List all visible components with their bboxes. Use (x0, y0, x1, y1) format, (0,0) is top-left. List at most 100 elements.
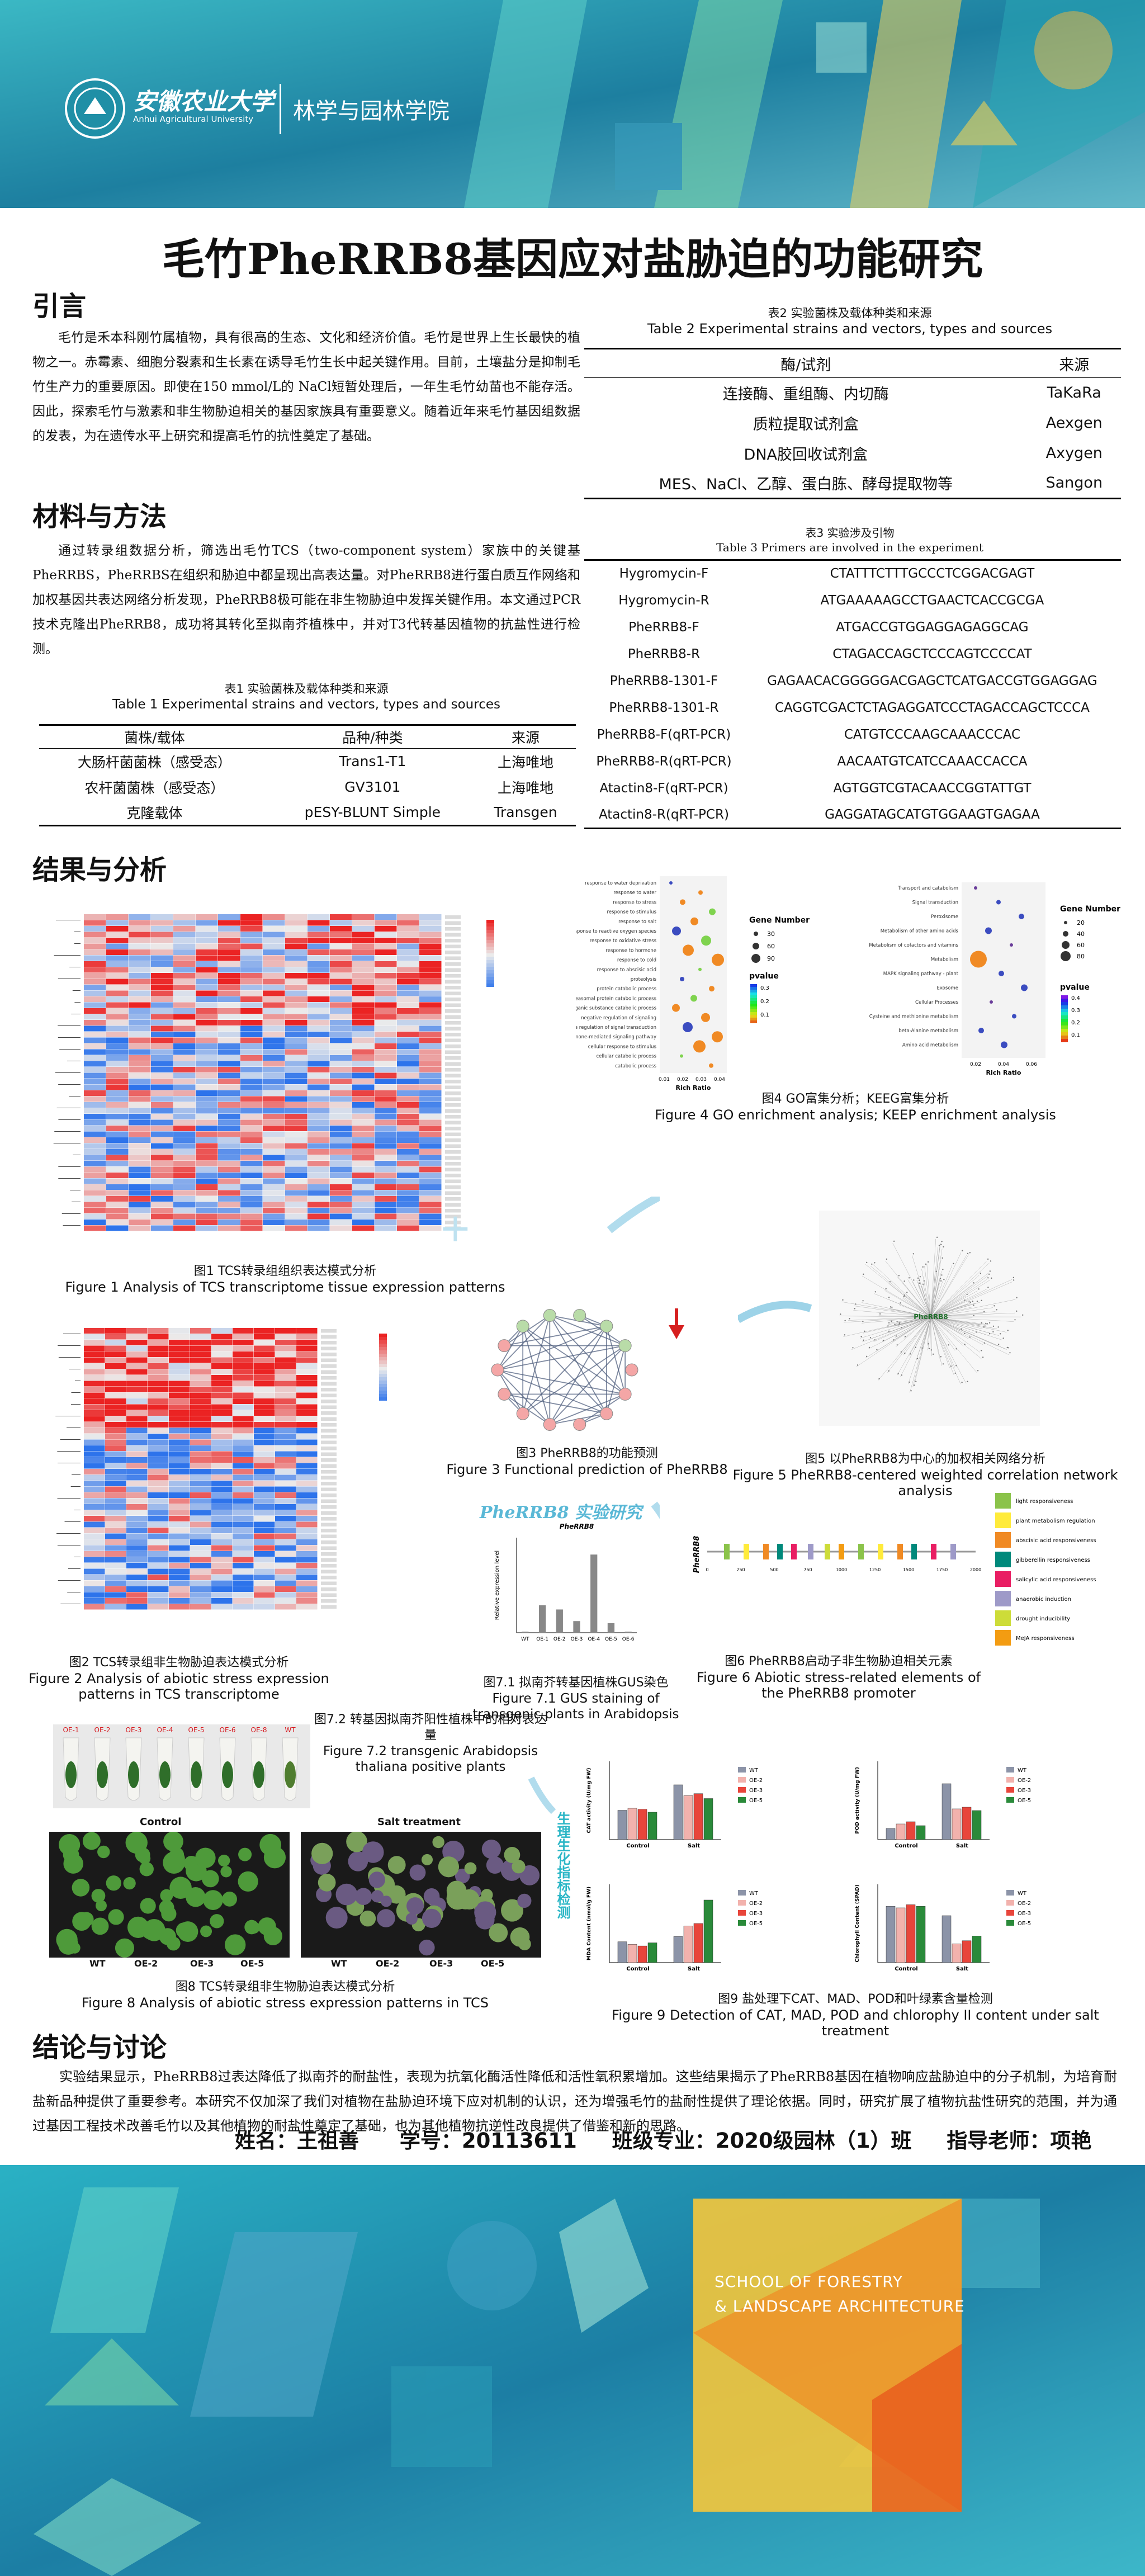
network-node (498, 1339, 511, 1353)
heatmap-cell (190, 1580, 211, 1586)
heatmap-cell (218, 1102, 240, 1108)
heatmap-cell (285, 914, 307, 920)
network-node: • (895, 1334, 897, 1339)
color-scale-step (486, 940, 494, 943)
legend-label: gibberellin responsiveness (1016, 1557, 1090, 1563)
heatmap-cell (169, 1410, 190, 1416)
heatmap-cell (419, 1213, 442, 1220)
heatmap-cell (105, 1422, 126, 1428)
heatmap-cell (169, 1498, 190, 1504)
heatmap-cell (275, 1381, 296, 1387)
color-scale-step (486, 943, 494, 947)
row-label-mark (445, 1168, 461, 1171)
row-label-mark (445, 1068, 461, 1072)
heatmap-cell (352, 1032, 375, 1037)
table3-cell: CTAGACCAGCTCCCAGTCCCCAT (832, 646, 1032, 661)
heatmap-cell (296, 1469, 318, 1474)
seedling (97, 1761, 108, 1788)
kegg-term-label: Amino acid metabolism (902, 1043, 958, 1048)
heatmap-cell (285, 1184, 307, 1190)
heatmap-cell (263, 1137, 285, 1143)
heatmap-cell (352, 1213, 375, 1220)
heatmap-cell (190, 1340, 211, 1345)
heatmap-cell (190, 1528, 211, 1533)
heatmap-cell (240, 990, 263, 996)
heatmap-cell (352, 914, 375, 920)
plant-rosette (422, 1908, 442, 1928)
heatmap-cell (173, 1014, 196, 1020)
heatmap-cell (126, 1392, 148, 1398)
heatmap-cell (263, 1014, 285, 1020)
heatmap-cell (218, 1161, 240, 1166)
table3-cell: GAGGATAGCATGTGGAAGTGAGAA (825, 807, 1040, 822)
heatmap-cell (106, 1149, 129, 1155)
table3: Hygromycin-F CTATTTCTTTGCCCTCGGACGAGT Hyg… (584, 559, 1121, 829)
heatmap-cell (105, 1516, 126, 1521)
heatmap-cell (106, 943, 129, 949)
heatmap-cell (397, 1178, 419, 1184)
heatmap-cell (196, 1137, 218, 1143)
heatmap-cell (254, 1604, 275, 1610)
heatmap-cell (352, 1173, 375, 1178)
heatmap-cell (285, 926, 307, 932)
heatmap-cell (106, 1008, 129, 1014)
heatmap-cell (126, 1451, 148, 1457)
network-edge (497, 1345, 626, 1370)
row-label-mark (321, 1487, 337, 1491)
heatmap-cell (84, 955, 106, 961)
heatmap-cell (218, 996, 240, 1002)
plant-rosette (248, 1921, 260, 1934)
heatmap-cell (151, 1084, 173, 1090)
heatmap-cell (190, 1521, 211, 1528)
plant-rosette (517, 1893, 532, 1908)
heatmap-cell (211, 1328, 233, 1334)
heatmap-cell (126, 1580, 148, 1586)
table3-cell: ATGACCGTGGAGGAGAGGCAG (836, 620, 1029, 635)
heatmap-cell (352, 1155, 375, 1161)
heatmap-cell (196, 932, 218, 938)
heatmap-cell (233, 1568, 254, 1575)
heatmap-cell (254, 1351, 275, 1357)
heatmap-cell (263, 1067, 285, 1072)
cis-element (763, 1544, 769, 1559)
table3-cell: PheRRB8-1301-R (609, 700, 719, 715)
heatmap-cell (169, 1334, 190, 1340)
network-edge (930, 1312, 1015, 1317)
fig2-heatmap (55, 1328, 387, 1610)
row-label-mark (445, 1150, 461, 1154)
heatmap-cell (307, 1213, 330, 1220)
legend-swatch (1006, 1777, 1014, 1783)
heatmap-cell (169, 1340, 190, 1345)
heatmap-cell (196, 967, 218, 973)
heatmap-cell (285, 961, 307, 967)
school-name-en-line2: & LANDSCAPE ARCHITECTURE (715, 2297, 965, 2315)
network-node: • (913, 1383, 916, 1388)
heatmap-cell (307, 1126, 330, 1131)
network-edge (930, 1316, 1009, 1355)
bar (683, 1926, 693, 1963)
go-bubble (690, 917, 698, 925)
heatmap-cell (190, 1463, 211, 1469)
color-scale-step (486, 950, 494, 953)
row-label-mark (445, 1015, 461, 1019)
kegg-bubble (996, 900, 1001, 905)
network-node: • (955, 1364, 958, 1369)
heatmap-cell (296, 1568, 318, 1575)
heatmap-cell (105, 1351, 126, 1357)
heatmap-cell (397, 1049, 419, 1055)
heatmap-cell (419, 1220, 442, 1225)
row-label-mark (445, 980, 461, 984)
heatmap-cell (352, 1090, 375, 1096)
heatmap-cell (375, 1014, 397, 1020)
heatmap-cell (148, 1434, 169, 1439)
heatmap-cell (330, 961, 352, 967)
row-label-mark (445, 1050, 461, 1054)
heatmap-cell (330, 1213, 352, 1220)
network-node: • (919, 1274, 921, 1279)
heatmap-cell (129, 1014, 151, 1020)
legend-swatch (995, 1571, 1011, 1587)
legend-bubble (1061, 951, 1071, 961)
row-label-mark (445, 1097, 461, 1101)
heatmap-cell (169, 1580, 190, 1586)
heatmap-cell (233, 1363, 254, 1369)
